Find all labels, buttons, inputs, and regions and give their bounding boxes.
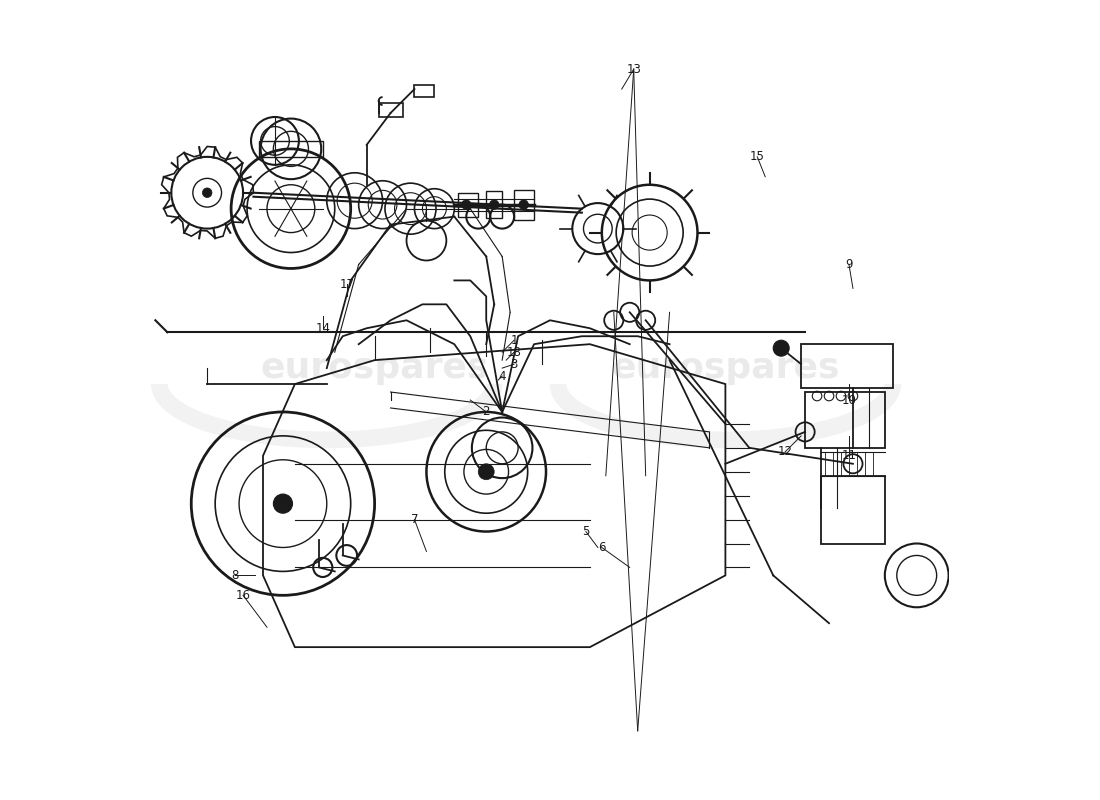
- Text: 13: 13: [626, 62, 641, 76]
- Text: 10: 10: [842, 394, 857, 406]
- Circle shape: [462, 200, 471, 210]
- Bar: [801, 344, 893, 388]
- Bar: [258, 141, 322, 157]
- Circle shape: [202, 188, 212, 198]
- Text: 14: 14: [316, 322, 330, 334]
- Circle shape: [519, 200, 528, 210]
- Text: 12: 12: [778, 446, 793, 458]
- Bar: [514, 190, 535, 220]
- Bar: [821, 476, 884, 543]
- Bar: [378, 102, 403, 117]
- Text: 18: 18: [507, 346, 521, 358]
- Text: 2: 2: [483, 406, 490, 418]
- Bar: [415, 85, 434, 97]
- Text: eurospares: eurospares: [612, 351, 839, 385]
- Text: 16: 16: [235, 589, 251, 602]
- Bar: [459, 193, 478, 217]
- Circle shape: [490, 200, 499, 210]
- Text: 4: 4: [498, 370, 506, 382]
- Bar: [486, 191, 503, 218]
- Text: eurospares: eurospares: [261, 351, 488, 385]
- Text: 5: 5: [582, 525, 590, 538]
- Text: 8: 8: [231, 569, 239, 582]
- Text: 15: 15: [750, 150, 764, 163]
- Text: 1: 1: [510, 334, 518, 346]
- Text: 11: 11: [842, 450, 857, 462]
- Circle shape: [478, 464, 494, 480]
- Text: 7: 7: [410, 513, 418, 526]
- Text: 17: 17: [339, 278, 354, 291]
- Text: 9: 9: [845, 258, 853, 271]
- Text: 3: 3: [510, 358, 518, 370]
- Text: 6: 6: [598, 541, 606, 554]
- Bar: [805, 392, 884, 448]
- Circle shape: [274, 494, 293, 514]
- Circle shape: [773, 340, 789, 356]
